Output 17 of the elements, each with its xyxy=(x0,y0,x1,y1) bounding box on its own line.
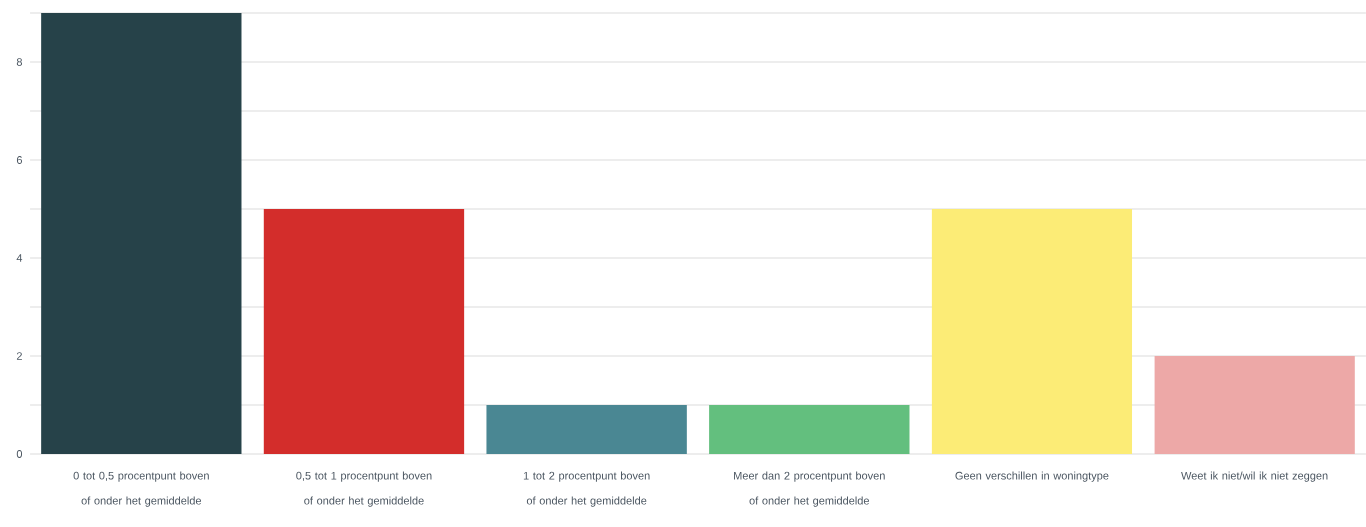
bar xyxy=(486,404,687,454)
category-label: 1 tot 2 procentpunt boven of onder het gemiddelde xyxy=(523,471,650,507)
category-label: 0,5 tot 1 procentpunt boven of onder het gemiddelde xyxy=(296,471,432,507)
bar xyxy=(709,404,910,454)
category-label: 0 tot 0,5 procentpunt boven of onder het gemiddelde xyxy=(73,471,209,507)
bar xyxy=(1154,355,1355,454)
y-tick-label: 8 xyxy=(16,58,22,66)
bar xyxy=(931,208,1133,454)
y-tick-label: 4 xyxy=(16,254,23,262)
x-tick-label: Weet ik niet/wil ik niet zeggen xyxy=(1181,471,1328,482)
bar xyxy=(263,208,465,454)
x-tick-label: Geen verschillen in woningtype xyxy=(955,471,1109,482)
y-tick-label: 6 xyxy=(16,156,22,164)
y-tick-label: 0 xyxy=(16,450,23,458)
bar xyxy=(41,13,242,454)
y-tick-label: 2 xyxy=(16,352,22,360)
category-label: Meer dan 2 procentpunt boven of onder het gemiddelde xyxy=(734,471,885,507)
